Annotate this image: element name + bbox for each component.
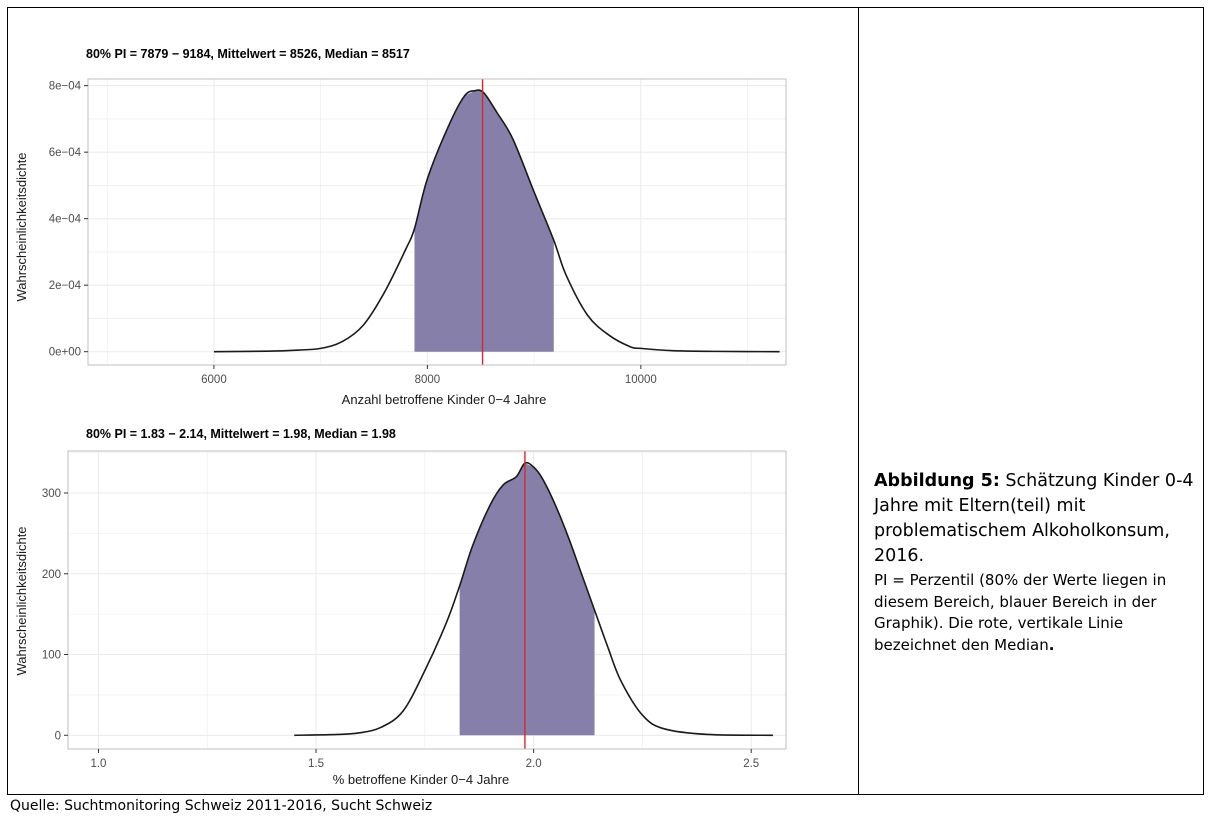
caption-heading: Abbildung 5: Schätzung Kinder 0-4 Jahre …	[874, 469, 1194, 569]
chart-title-percent: 80% PI = 1.83 − 2.14, Mittelwert = 1.98,…	[86, 427, 396, 441]
x-tick-label: 8000	[415, 374, 441, 386]
x-tick-label: 6000	[201, 374, 227, 386]
source-note: Quelle: Suchtmonitoring Schweiz 2011-201…	[10, 798, 433, 814]
pi-80-area	[414, 90, 554, 352]
chart-title-count: 80% PI = 7879 − 9184, Mittelwert = 8526,…	[86, 47, 410, 61]
caption-label: Abbildung 5:	[874, 471, 1000, 491]
y-tick-label: 6e−04	[49, 147, 82, 159]
y-axis-label-percent: Wahrscheinlichkeitsdichte	[14, 526, 29, 675]
x-tick-label: 2.5	[743, 758, 759, 770]
x-axis-label-percent: % betroffene Kinder 0−4 Jahre	[333, 772, 509, 787]
density-charts: 80% PI = 7879 − 9184, Mittelwert = 8526,…	[14, 47, 787, 787]
chart-panel-count: 80% PI = 7879 − 9184, Mittelwert = 8526,…	[14, 47, 787, 407]
chart-panel-percent: 80% PI = 1.83 − 2.14, Mittelwert = 1.98,…	[14, 427, 787, 787]
y-tick-label: 0	[55, 730, 61, 742]
pi-80-area	[459, 463, 595, 736]
panel-border	[67, 450, 787, 750]
density-curve	[213, 89, 780, 353]
y-tick-label: 0e+00	[49, 347, 81, 359]
x-tick-label: 1.0	[90, 758, 106, 770]
x-tick-label: 2.0	[526, 758, 542, 770]
caption-note: PI = Perzentil (80% der Werte liegen in …	[874, 570, 1194, 656]
y-tick-label: 8e−04	[49, 81, 82, 93]
figure-caption: Abbildung 5: Schätzung Kinder 0-4 Jahre …	[874, 469, 1194, 656]
panel-border	[87, 78, 787, 366]
y-tick-label: 4e−04	[49, 214, 82, 226]
y-tick-label: 200	[42, 569, 61, 581]
y-axis-label-count: Wahrscheinlichkeitsdichte	[14, 152, 29, 301]
x-axis-label-count: Anzahl betroffene Kinder 0−4 Jahre	[342, 392, 547, 407]
caption-title: Schätzung Kinder 0-4 Jahre mit Eltern(te…	[874, 471, 1194, 566]
caption-note-end: .	[1048, 635, 1055, 654]
caption-note-text: PI = Perzentil (80% der Werte liegen in …	[874, 571, 1167, 654]
y-tick-label: 100	[42, 650, 61, 662]
x-tick-label: 1.5	[308, 758, 324, 770]
x-tick-label: 10000	[625, 374, 657, 386]
y-tick-label: 2e−04	[49, 280, 82, 292]
y-tick-label: 300	[42, 488, 61, 500]
layout-table-frame	[7, 7, 1204, 795]
layout-table-divider	[858, 7, 859, 795]
